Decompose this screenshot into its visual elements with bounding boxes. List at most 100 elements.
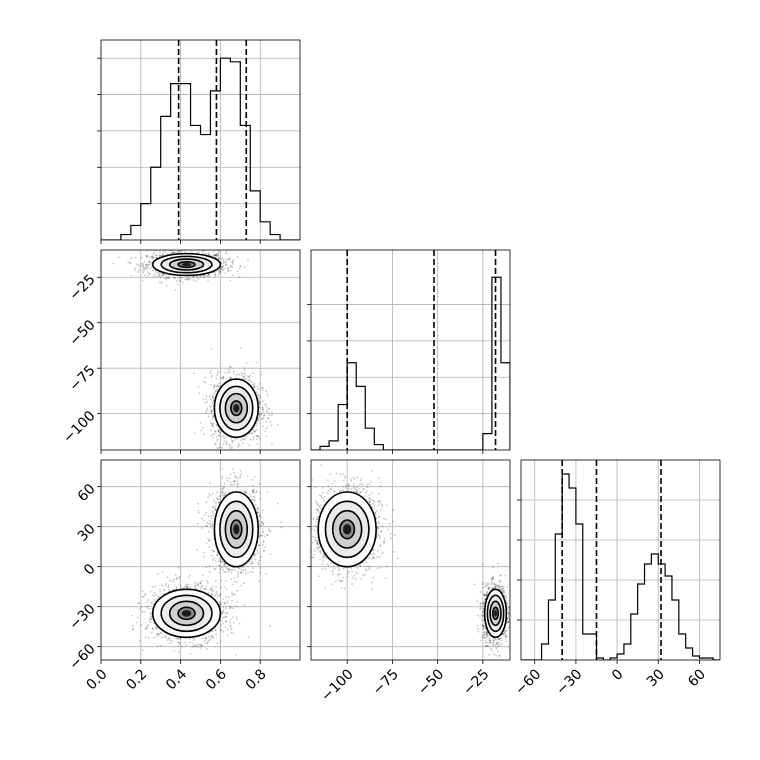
scatter-point bbox=[154, 592, 156, 594]
scatter-point bbox=[218, 257, 221, 260]
panel-content bbox=[131, 467, 283, 656]
density-contour-2 bbox=[213, 378, 260, 439]
scatter-point bbox=[155, 627, 158, 630]
scatter-point bbox=[146, 255, 149, 258]
scatter-point bbox=[262, 524, 264, 526]
scatter-point bbox=[255, 438, 258, 440]
scatter-point bbox=[232, 263, 234, 265]
scatter-point bbox=[254, 386, 257, 388]
scatter-point bbox=[249, 493, 252, 496]
scatter-point bbox=[204, 642, 207, 645]
scatter-point bbox=[230, 376, 233, 379]
scatter-point bbox=[208, 565, 211, 568]
scatter-point bbox=[202, 275, 205, 277]
scatter-point bbox=[222, 622, 225, 625]
scatter-point bbox=[204, 253, 207, 256]
scatter-point bbox=[248, 432, 251, 435]
scatter-point bbox=[159, 276, 162, 279]
scatter-point bbox=[218, 501, 220, 504]
scatter-point bbox=[208, 253, 211, 256]
scatter-point bbox=[258, 544, 261, 547]
scatter-point bbox=[211, 401, 214, 404]
scatter-point bbox=[260, 413, 263, 415]
scatter-point bbox=[188, 278, 191, 281]
scatter-point bbox=[150, 256, 153, 259]
scatter-point bbox=[136, 616, 139, 619]
scatter-point bbox=[223, 611, 226, 614]
contour-peak bbox=[233, 404, 240, 413]
scatter-point bbox=[210, 375, 213, 378]
scatter-point bbox=[209, 571, 211, 573]
scatter-point bbox=[179, 280, 182, 282]
scatter-point bbox=[229, 366, 232, 368]
scatter-point bbox=[236, 485, 239, 488]
scatter-point bbox=[242, 490, 245, 493]
scatter-point bbox=[209, 589, 212, 592]
scatter-point bbox=[214, 443, 216, 446]
scatter-point bbox=[132, 628, 135, 630]
scatter-point bbox=[213, 433, 216, 435]
scatter-point bbox=[161, 584, 163, 587]
scatter-point bbox=[148, 620, 151, 623]
panel-content bbox=[311, 250, 510, 450]
scatter-point bbox=[194, 581, 197, 584]
scatter-point bbox=[159, 281, 161, 284]
scatter-point bbox=[236, 483, 239, 486]
scatter-point bbox=[192, 248, 194, 250]
scatter-point bbox=[243, 438, 246, 441]
scatter-point bbox=[222, 443, 225, 446]
scatter-point bbox=[255, 490, 258, 492]
scatter-point bbox=[145, 267, 148, 269]
scatter-point bbox=[144, 636, 147, 638]
scatter-point bbox=[225, 620, 228, 623]
scatter-point bbox=[205, 407, 208, 410]
scatter-point bbox=[152, 274, 155, 276]
scatter-point bbox=[210, 410, 213, 412]
scatter-point bbox=[164, 277, 166, 280]
scatter-point bbox=[197, 251, 200, 254]
scatter-point bbox=[152, 622, 155, 625]
scatter-point bbox=[167, 637, 170, 640]
scatter-point bbox=[196, 645, 199, 648]
scatter-point bbox=[215, 253, 218, 256]
scatter-point bbox=[268, 414, 271, 416]
scatter-point bbox=[129, 262, 132, 264]
scatter-point bbox=[187, 583, 190, 586]
scatter-point bbox=[216, 595, 219, 598]
scatter-point bbox=[211, 559, 214, 561]
scatter-point bbox=[202, 245, 204, 247]
scatter-point bbox=[177, 651, 180, 653]
scatter-point bbox=[217, 370, 220, 373]
scatter-point bbox=[162, 273, 165, 276]
scatter-point bbox=[223, 616, 226, 619]
scatter-point bbox=[211, 416, 214, 418]
scatter-point bbox=[224, 607, 227, 610]
scatter-point bbox=[155, 627, 158, 630]
scatter-point bbox=[256, 508, 259, 510]
scatter-point bbox=[258, 383, 261, 385]
scatter-point bbox=[143, 267, 146, 270]
scatter-point bbox=[140, 606, 143, 609]
scatter-point bbox=[180, 587, 183, 589]
scatter-point bbox=[265, 390, 268, 393]
scatter-point bbox=[254, 499, 256, 502]
scatter-point bbox=[199, 644, 202, 646]
scatter-point bbox=[210, 411, 213, 414]
scatter-point bbox=[221, 265, 224, 268]
scatter-point bbox=[221, 256, 224, 259]
scatter-point bbox=[214, 629, 217, 632]
scatter-point bbox=[211, 636, 213, 639]
scatter-point bbox=[177, 250, 179, 253]
scatter-point bbox=[224, 272, 227, 275]
scatter-point bbox=[256, 385, 259, 388]
scatter-point bbox=[212, 433, 214, 436]
scatter-point bbox=[265, 435, 268, 438]
scatter-point bbox=[145, 255, 148, 258]
scatter-point bbox=[222, 258, 225, 261]
scatter-point bbox=[262, 531, 264, 533]
scatter-point bbox=[169, 639, 172, 641]
scatter-point bbox=[163, 589, 166, 592]
scatter-point bbox=[144, 274, 146, 277]
scatter-point bbox=[247, 258, 249, 261]
